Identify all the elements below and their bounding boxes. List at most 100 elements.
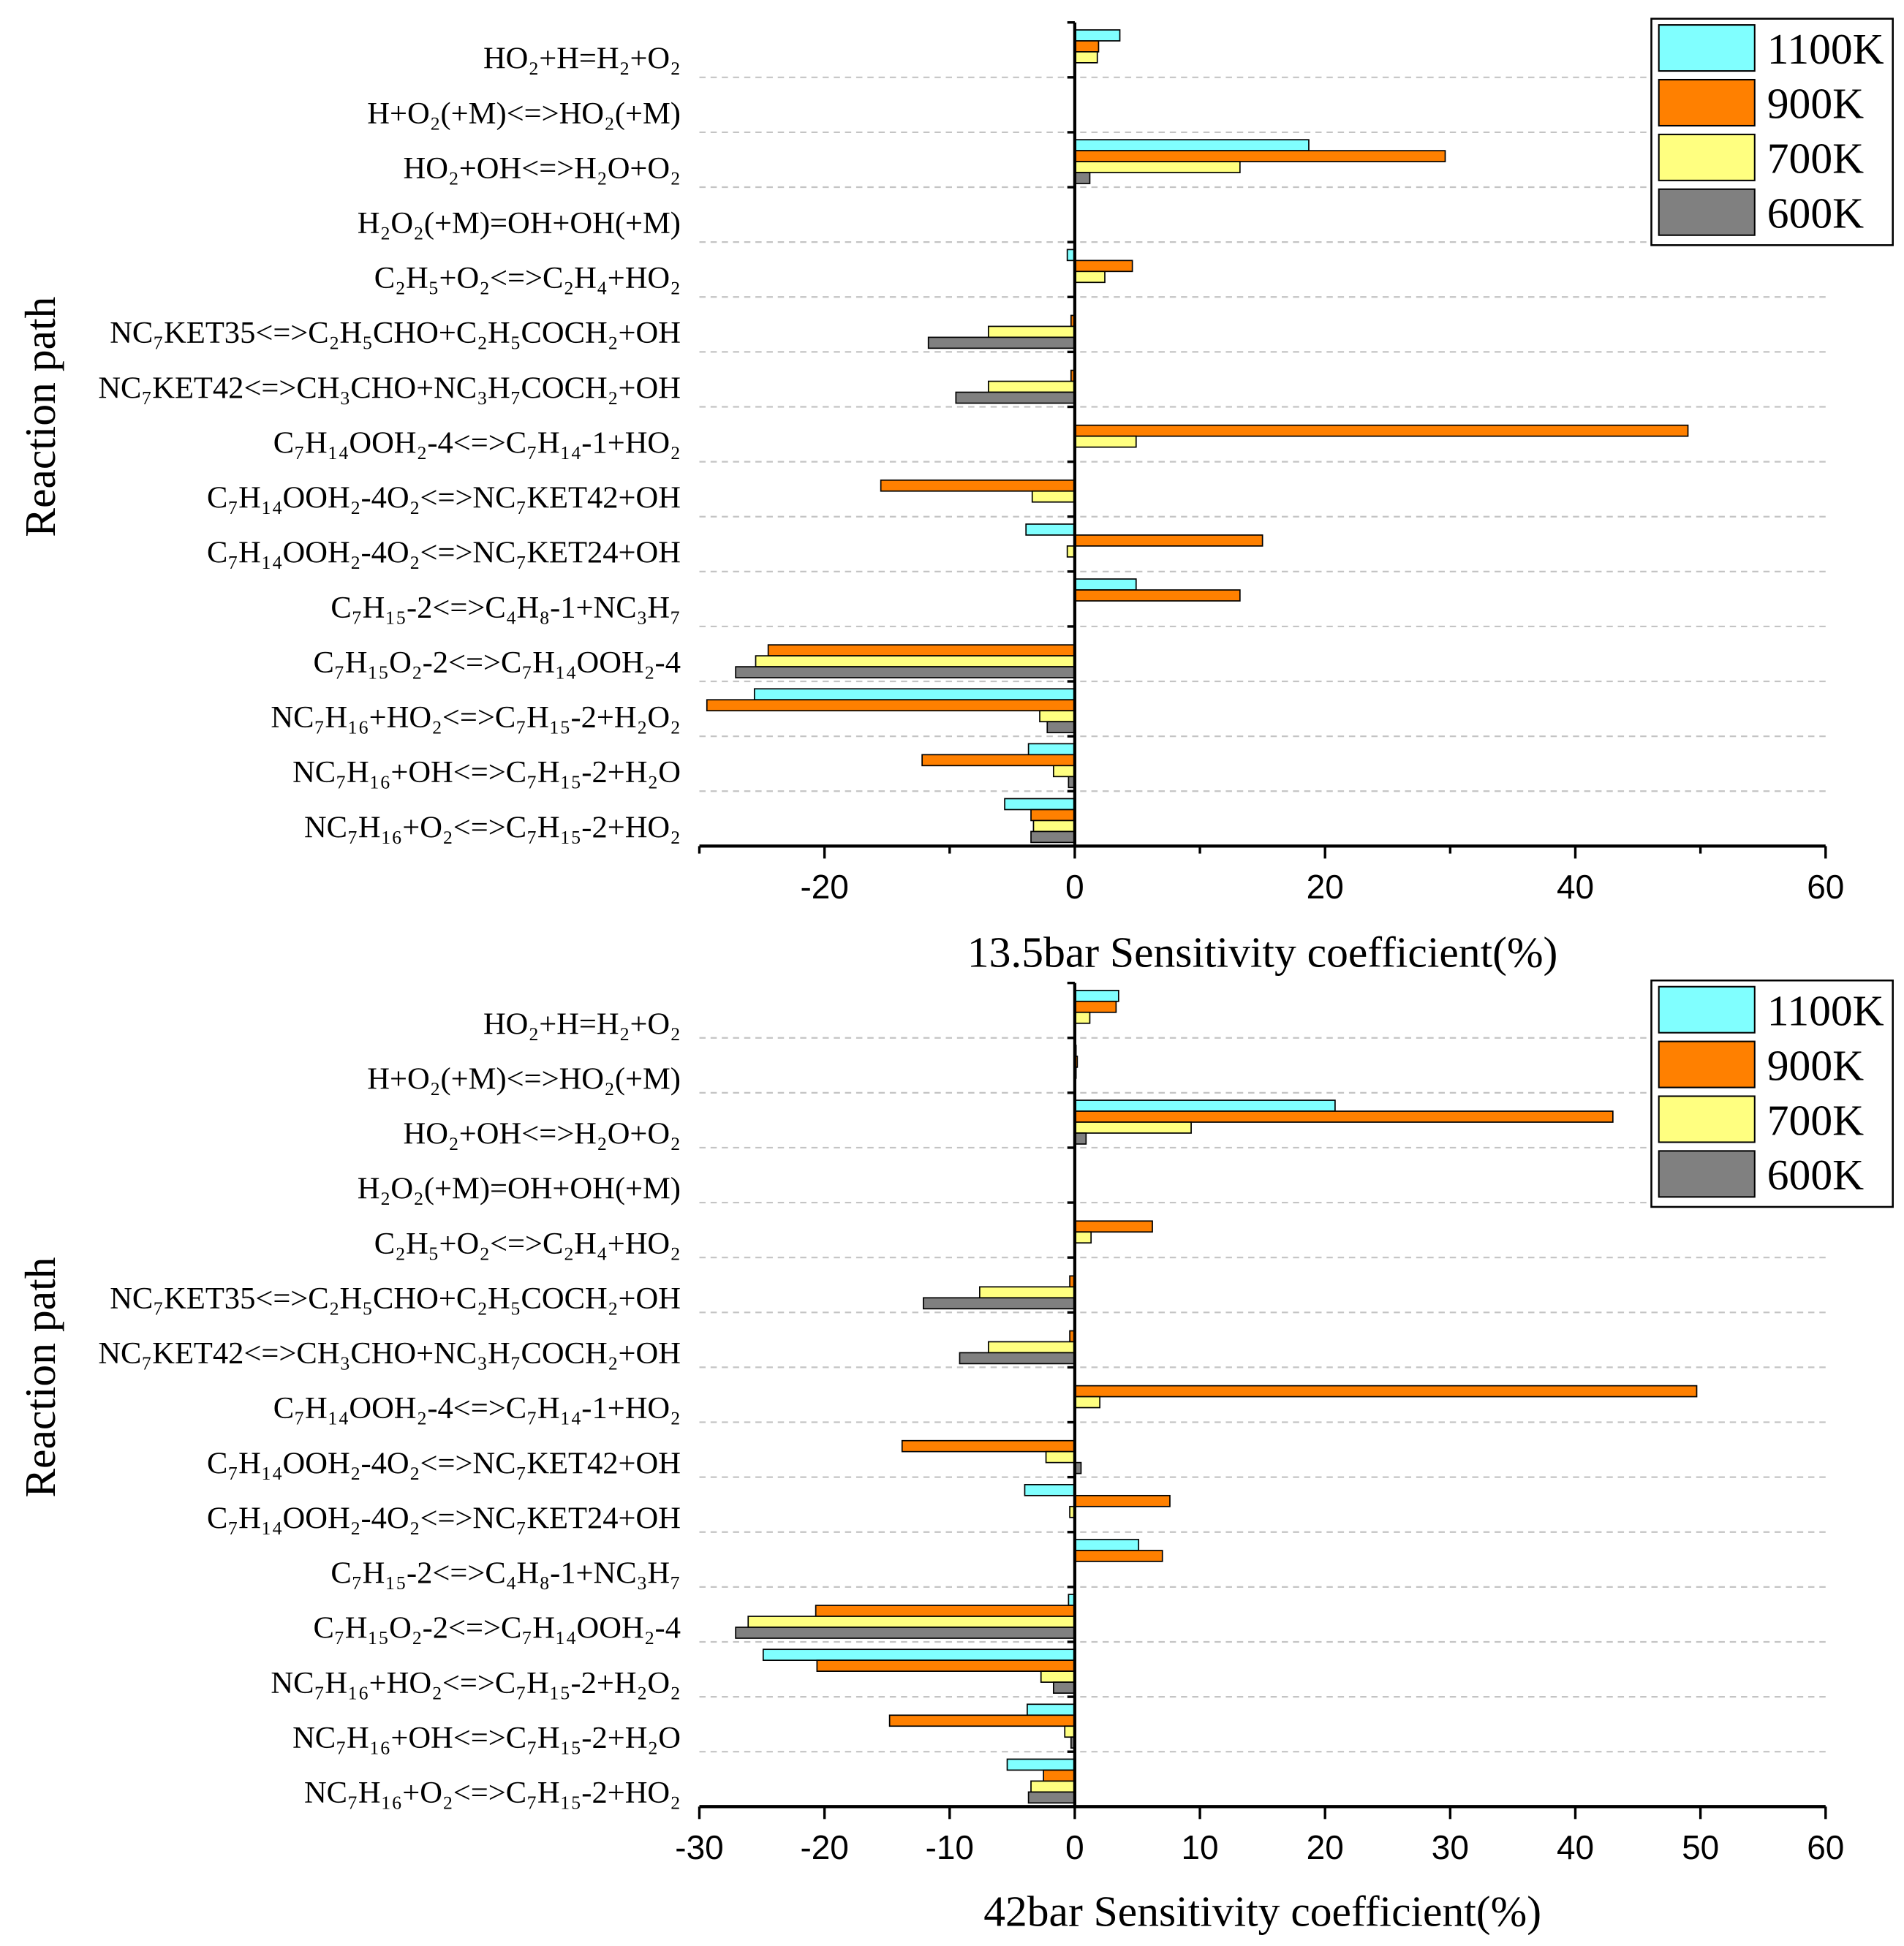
bar-900k: [1074, 1110, 1614, 1123]
bar-700k: [755, 655, 1076, 667]
bar-900k: [1074, 1550, 1163, 1562]
legend-swatch-600k: [1658, 188, 1756, 236]
bar-600k: [1074, 172, 1091, 184]
bar-600k: [1052, 1681, 1076, 1694]
x-tick-label: 0: [1065, 868, 1084, 906]
x-tick-label: 40: [1557, 868, 1594, 906]
legend-label-600k: 600K: [1767, 1151, 1864, 1199]
legend-swatch-900k: [1658, 78, 1756, 126]
category-label: NC₇H₁₆+O₂<=>C₇H₁₅-2+HO₂: [304, 810, 681, 844]
bar-700k: [1074, 1011, 1091, 1024]
category-label: NC₇KET35<=>C₂H₅CHO+C₂H₅COCH₂+OH: [110, 1281, 681, 1316]
x-tick-label: 20: [1307, 1828, 1344, 1866]
bar-600k: [735, 666, 1076, 678]
legend: 1100K 900K 700K 600K: [1650, 18, 1894, 246]
bar-700k: [1074, 1231, 1092, 1244]
legend-swatch-1100k: [1658, 985, 1756, 1034]
category-label: C₇H₁₄OOH₂-4O₂<=>NC₇KET42+OH: [207, 1446, 681, 1480]
bar-700k: [987, 1341, 1076, 1354]
bar-600k: [959, 1352, 1076, 1365]
x-axis-title: 13.5bar Sensitivity coefficient(%): [967, 928, 1558, 976]
bar-600k: [1030, 830, 1076, 844]
bar-700k: [1074, 270, 1106, 284]
legend-label-600k: 600K: [1767, 189, 1864, 238]
x-tick-label: 40: [1557, 1828, 1594, 1866]
category-label: NC₇H₁₆+OH<=>C₇H₁₅-2+H₂O: [292, 1721, 681, 1755]
category-label: HO₂+H=H₂+O₂: [483, 1007, 681, 1041]
bar-900k: [921, 754, 1076, 767]
x-tick-label: 50: [1682, 1828, 1719, 1866]
bar-700k: [1032, 819, 1076, 833]
bar-900k: [706, 699, 1076, 712]
bar-700k: [1040, 1670, 1076, 1683]
category-label: HO₂+OH<=>H₂O+O₂: [404, 151, 681, 186]
bar-700k: [987, 380, 1076, 393]
chart-42bar: HO₂+H=H₂+O₂ H+O₂(+M)<=>HO₂(+M) HO₂+OH<=>H₂…: [16, 979, 1894, 1936]
bar-1100k: [1074, 989, 1119, 1002]
category-label: NC₇KET42<=>CH₃CHO+NC₃H₇COCH₂+OH: [98, 371, 681, 405]
category-label: C₇H₁₄OOH₂-4<=>C₇H₁₄-1+HO₂: [273, 1391, 681, 1426]
legend-label-900k: 900K: [1767, 1041, 1864, 1089]
legend-label-700k: 700K: [1767, 1096, 1864, 1144]
category-label: C₇H₁₅O₂-2<=>C₇H₁₄OOH₂-4: [314, 1611, 681, 1646]
bar-900k: [1074, 1494, 1171, 1507]
bar-900k: [815, 1605, 1076, 1617]
bar-700k: [987, 325, 1076, 338]
x-tick-label: 60: [1807, 868, 1844, 906]
bar-700k: [1052, 765, 1076, 778]
legend-label-900k: 900K: [1767, 80, 1864, 128]
bar-700k: [1039, 710, 1076, 723]
bar-700k: [1074, 435, 1137, 448]
bar-1100k: [1074, 578, 1137, 591]
category-label: C₇H₁₄OOH₂-4O₂<=>NC₇KET42+OH: [207, 481, 681, 515]
legend-swatch-700k: [1658, 1095, 1756, 1143]
bar-900k: [901, 1439, 1076, 1453]
x-tick-label: 30: [1432, 1828, 1469, 1866]
bar-1100k: [753, 688, 1076, 701]
legend-label-1100k: 1100K: [1767, 25, 1884, 73]
category-label: NC₇H₁₆+HO₂<=>C₇H₁₅-2+H₂O₂: [271, 700, 681, 735]
x-tick-label: -30: [675, 1828, 723, 1866]
category-label: C₇H₁₄OOH₂-4<=>C₇H₁₄-1+HO₂: [273, 425, 681, 460]
bar-900k: [1074, 534, 1263, 547]
bar-600k: [955, 391, 1076, 404]
category-label: C₇H₁₅-2<=>C₄H₈-1+NC₃H₇: [330, 1556, 681, 1591]
category-label: NC₇KET35<=>C₂H₅CHO+C₂H₅COCH₂+OH: [110, 316, 681, 350]
category-label: C₂H₅+O₂<=>C₂H₄+HO₂: [374, 261, 681, 295]
bar-900k: [1074, 424, 1689, 437]
bar-900k: [1074, 40, 1100, 53]
bar-700k: [1031, 490, 1076, 503]
bar-1100k: [1004, 798, 1076, 811]
category-label: C₂H₅+O₂<=>C₂H₄+HO₂: [374, 1227, 681, 1261]
bar-900k: [1074, 589, 1241, 602]
bar-700k: [747, 1616, 1076, 1628]
bar-1100k: [1027, 1703, 1076, 1716]
category-label: C₇H₁₄OOH₂-4O₂<=>NC₇KET24+OH: [207, 536, 681, 570]
bar-600k: [735, 1627, 1076, 1639]
category-label: H+O₂(+M)<=>HO₂(+M): [367, 1062, 681, 1097]
bar-1100k: [1074, 139, 1310, 151]
legend-swatch-1100k: [1658, 24, 1756, 72]
bar-1100k: [1006, 1758, 1076, 1771]
legend: 1100K 900K 700K 600K: [1650, 979, 1894, 1208]
category-label: HO₂+OH<=>H₂O+O₂: [404, 1117, 681, 1151]
bar-900k: [1074, 1000, 1117, 1013]
category-label: HO₂+H=H₂+O₂: [483, 42, 681, 76]
category-label: NC₇H₁₆+HO₂<=>C₇H₁₅-2+H₂O₂: [271, 1666, 681, 1700]
bar-900k: [880, 479, 1076, 492]
bar-900k: [1043, 1769, 1076, 1782]
bar-1100k: [1025, 523, 1076, 536]
bar-600k: [1074, 1132, 1087, 1145]
legend-label-1100k: 1100K: [1767, 986, 1884, 1034]
category-label: C₇H₁₅O₂-2<=>C₇H₁₄OOH₂-4: [314, 645, 681, 680]
bar-1100k: [1024, 1483, 1076, 1496]
bar-1100k: [1074, 1099, 1336, 1112]
category-label: NC₇H₁₆+O₂<=>C₇H₁₅-2+HO₂: [304, 1776, 681, 1810]
x-tick-label: 0: [1065, 1828, 1084, 1866]
bar-700k: [1030, 1780, 1076, 1793]
x-tick-label: -20: [800, 1828, 848, 1866]
bar-700k: [1074, 161, 1241, 173]
bar-900k: [888, 1714, 1076, 1727]
chart-13-5bar: HO₂+H=H₂+O₂ H+O₂(+M)<=>HO₂(+M) HO₂+OH<=>H₂…: [16, 18, 1894, 976]
